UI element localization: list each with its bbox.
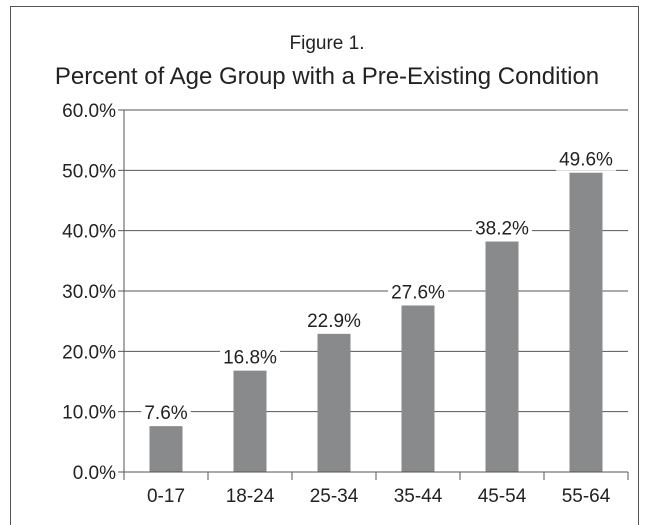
y-tick-label: 50.0% — [62, 161, 116, 182]
y-tick-label: 10.0% — [62, 403, 116, 424]
x-tick-label: 55-64 — [562, 486, 611, 507]
data-label-backdrop — [141, 403, 191, 425]
y-tick-label: 0.0% — [73, 463, 116, 484]
bar-0-17 — [149, 426, 183, 472]
data-label-backdrop — [304, 310, 365, 332]
figure-label: Figure 1. — [290, 33, 365, 54]
data-label: 22.9% — [307, 311, 361, 332]
x-tick-label: 25-34 — [310, 486, 359, 507]
x-tick-label: 0-17 — [147, 486, 185, 507]
bar-25-34 — [317, 333, 351, 472]
data-label: 16.8% — [223, 348, 277, 369]
data-label: 38.2% — [475, 219, 529, 240]
gridlines — [124, 109, 628, 413]
data-label: 49.6% — [559, 150, 613, 171]
x-tick-label: 35-44 — [394, 486, 443, 507]
bars: 7.6% 16.8% 22.9% 27.6% 38.2% 49.6% — [141, 149, 617, 472]
data-label-backdrop — [220, 347, 281, 369]
y-tick-label: 40.0% — [62, 222, 116, 243]
y-tick-label: 60.0% — [62, 101, 116, 122]
bar-45-54 — [485, 241, 519, 472]
y-axis-ticks: 0.0% 10.0% 20.0% 30.0% 40.0% 50.0% 60.0% — [62, 101, 124, 484]
data-label-backdrop — [556, 149, 617, 171]
bar-18-24 — [233, 370, 267, 472]
data-label: 27.6% — [391, 282, 445, 303]
y-tick-label: 20.0% — [62, 342, 116, 363]
data-label-backdrop — [388, 282, 449, 304]
bar-55-64 — [569, 172, 603, 472]
data-label: 7.6% — [144, 403, 187, 424]
y-tick-label: 30.0% — [62, 282, 116, 303]
data-label-backdrop — [472, 218, 533, 240]
chart-title: Percent of Age Group with a Pre-Existing… — [55, 63, 599, 90]
bar-35-44 — [401, 305, 435, 472]
x-tick-label: 18-24 — [226, 486, 275, 507]
x-tick-label: 45-54 — [478, 486, 527, 507]
x-axis-ticks: 0-17 18-24 25-34 35-44 45-54 55-64 — [123, 472, 629, 507]
